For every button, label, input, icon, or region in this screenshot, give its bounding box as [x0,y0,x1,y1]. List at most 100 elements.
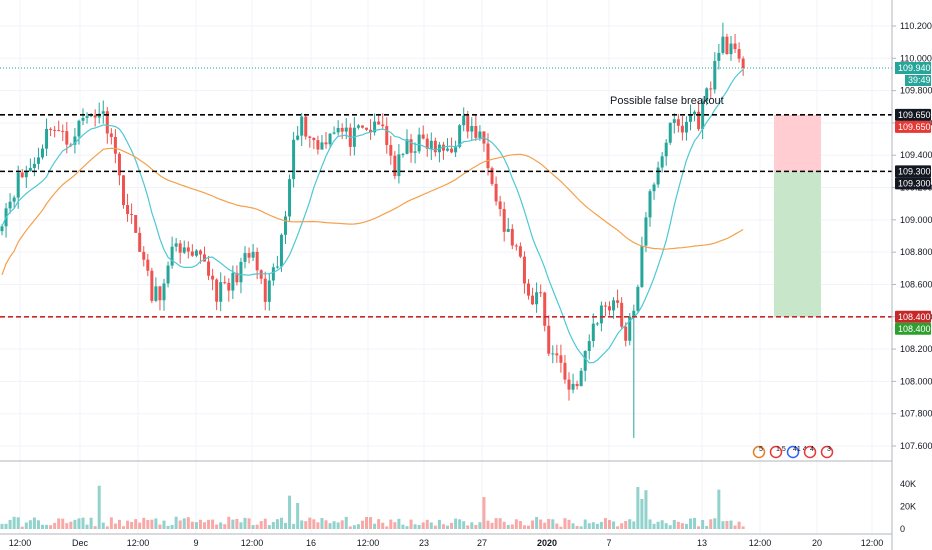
time-axis[interactable]: 12:00 Dec 12:00 9 12:00 16 12:00 23 27 2020 7 13 12:… [9,538,884,548]
candle-body [28,167,32,172]
candle-body [296,135,300,140]
candle [664,139,668,166]
candle [498,195,502,217]
candle [733,33,737,53]
volume-bar [458,519,462,529]
candle-body [531,295,535,305]
candle [8,193,12,214]
candle [652,182,656,200]
candle-body [644,217,648,246]
price-tick-label: 110.200 [900,21,932,31]
annotation-text[interactable]: Possible false breakout [610,95,724,107]
event-badge[interactable]: 1 5 [769,445,786,459]
candle [340,123,344,140]
candle [190,244,194,257]
volume-bar [356,524,360,529]
candle-body [263,278,267,302]
volume-bar [24,522,28,529]
event-badge-count: 4 [810,446,814,453]
volume-bar [567,519,571,529]
candle-body [389,144,393,156]
candle-body [689,114,692,122]
candle-body [377,121,381,125]
volume-bar [130,521,134,529]
volume-bar [684,523,688,529]
candle-body [547,325,551,354]
volume-bar [45,524,49,529]
volume-bar [454,518,458,529]
volume-bar [227,516,231,529]
volume-bar [543,522,547,529]
candle-body [49,128,53,130]
candle [640,236,644,288]
candle-body [65,131,69,145]
volume-bar [93,526,97,529]
volume-bar [190,521,194,529]
volume-bar [158,524,162,529]
candle [12,195,16,209]
last-price-value: 109.940 [898,63,931,73]
candle-body [518,246,522,257]
candle-body [312,137,316,141]
candle-body [279,234,283,267]
volume-bar [603,518,607,529]
volume-bar [81,517,85,529]
candle [150,267,154,304]
candle [324,131,328,149]
event-badge[interactable]: 41 4 [786,445,807,459]
candle-body [587,341,591,352]
volume-bar [401,524,405,529]
volume-bar [381,522,385,529]
volume-bar [170,524,174,529]
volume-axis[interactable]: 40K 20K 0 [900,479,916,534]
take-profit-zone[interactable] [774,171,821,317]
candle [705,87,709,106]
candle-body [543,292,547,326]
candle [134,214,138,233]
candle-body [684,121,688,133]
event-badge-count: 41 4 [793,446,807,453]
candle [701,98,705,140]
candle-body [608,306,611,311]
candle [397,144,401,184]
candle-body [0,226,4,232]
volume-bar [101,522,105,529]
volume-bar [725,520,729,529]
candle-body [676,119,680,126]
volume-bar [660,520,664,529]
candle-body [713,60,717,90]
candle-body [271,267,275,281]
event-badge[interactable]: 5 [752,445,766,459]
candle-body [126,205,130,215]
volume-bar [348,526,352,529]
volume-bar [470,522,474,529]
position-tool[interactable] [774,114,821,317]
event-badge[interactable]: 4 [803,445,817,459]
volume-bar [494,518,498,529]
volume-bar [20,526,24,529]
candle [656,161,660,188]
volume-bar [122,526,125,529]
event-badge[interactable]: 3 [820,445,834,459]
volume-bar [640,498,644,529]
volume-bar [616,526,620,529]
candle-body [81,117,85,121]
horizontal-levels[interactable] [0,114,892,318]
candle [547,315,551,357]
candle [117,152,121,186]
volume-bar [344,516,348,529]
candle-body [360,125,364,128]
candle-body [668,122,672,143]
candle-body [514,245,518,247]
candle-body [486,143,490,169]
candle [109,128,113,145]
volume-bar [474,524,478,529]
volume-bar [332,521,336,529]
moving-averages [1,68,744,364]
candle-body [365,127,368,130]
stop-loss-zone[interactable] [774,114,821,172]
candle [32,157,36,177]
